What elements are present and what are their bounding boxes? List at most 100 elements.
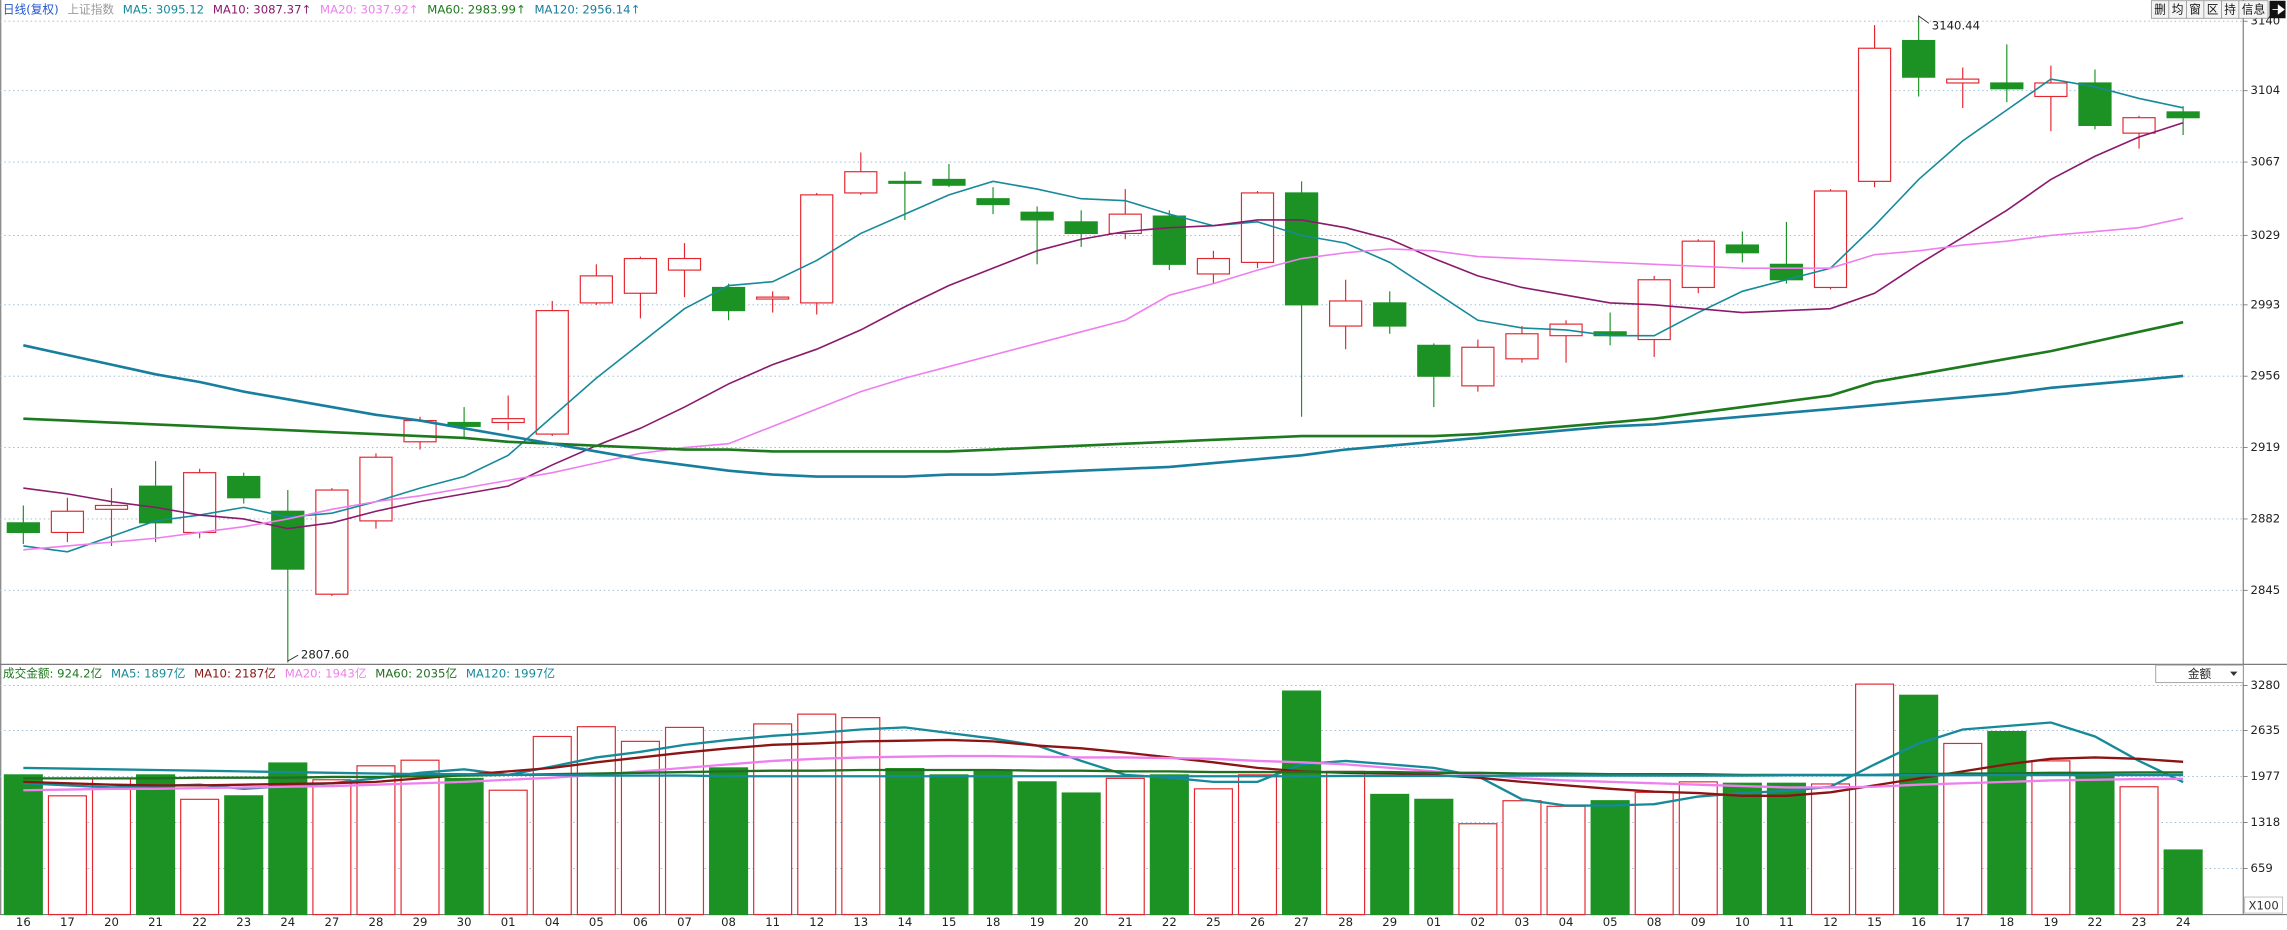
header-item: MA120: 1997亿: [466, 666, 555, 680]
x-tick-label: 04: [545, 915, 560, 929]
selector-box[interactable]: [2155, 664, 2244, 684]
x-tick-label: 16: [16, 915, 31, 929]
header-item: 日线(复权): [3, 3, 59, 17]
x-tick-label: 28: [1338, 915, 1353, 929]
volume-bar: [841, 717, 881, 916]
header-item: MA5: 1897亿: [111, 666, 185, 680]
unit-box: X100: [2244, 896, 2283, 914]
volume-bar: [709, 767, 749, 916]
x-tick-label: 19: [1030, 915, 1045, 929]
x-tick-label: 07: [677, 915, 692, 929]
high-annotation: 3140.44: [1932, 19, 1980, 33]
selector-label[interactable]: 金额: [2188, 667, 2212, 681]
volume-bar: [1149, 774, 1189, 916]
ma-line: [23, 320, 2184, 453]
x-tick-label: 05: [1603, 915, 1618, 929]
x-tick-label: 08: [721, 915, 736, 929]
volume-bar: [1237, 774, 1278, 916]
toolbar-button-label[interactable]: 删: [2154, 3, 2166, 17]
unit-label: X100: [2249, 898, 2279, 912]
x-tick-label: 29: [413, 915, 428, 929]
x-tick-label: 22: [192, 915, 207, 929]
candle-body: [1196, 257, 1231, 275]
candle-body: [1108, 213, 1142, 235]
header-item: 上证指数: [67, 3, 114, 17]
candle-body: [1373, 302, 1407, 327]
y-tick-label: 1318: [2251, 815, 2281, 829]
volume-bar: [797, 713, 837, 916]
x-tick-label: 21: [1118, 915, 1133, 929]
candle-body: [579, 275, 613, 304]
x-tick-label: 25: [1206, 915, 1221, 929]
candle-body: [1990, 82, 2024, 90]
candle-body: [1461, 346, 1495, 387]
y-tick-label: 1977: [2251, 769, 2281, 783]
candle-body: [1946, 78, 1980, 84]
volume-bar: [444, 777, 484, 916]
ma-line: [23, 738, 2184, 797]
x-tick-label: 17: [1955, 915, 1970, 929]
toolbar-button-label[interactable]: 信息: [2242, 3, 2266, 17]
x-tick-label: 09: [1691, 915, 1706, 929]
x-tick-label: 03: [1515, 915, 1530, 929]
candle-body: [227, 475, 261, 499]
header-item: MA10: 3087.37↑: [213, 3, 311, 17]
x-tick-label: 30: [457, 915, 472, 929]
x-tick-label: 13: [853, 915, 868, 929]
candle-body: [1505, 333, 1539, 360]
toolbar-button-label[interactable]: 区: [2207, 3, 2219, 17]
x-tick-label: 10: [1735, 915, 1750, 929]
volume-bar: [2119, 786, 2159, 916]
toolbar-arrow-icon: [2272, 4, 2285, 15]
candle-body: [183, 472, 217, 534]
x-tick-label: 12: [809, 915, 824, 929]
header-item: MA120: 2956.14↑: [534, 3, 640, 17]
x-tick-label: 27: [324, 915, 339, 929]
x-tick-label: 19: [2043, 915, 2058, 929]
volume-bar: [620, 740, 660, 916]
toolbar-button-label[interactable]: 窗: [2189, 3, 2201, 17]
candle-body: [2122, 117, 2156, 134]
x-tick-label: 28: [369, 915, 384, 929]
x-tick-label: 15: [1867, 915, 1882, 929]
low-annotation: 2807.60: [301, 648, 349, 662]
candle-body: [888, 180, 922, 184]
toolbar-button-label[interactable]: 均: [2172, 3, 2184, 17]
ma-line: [23, 122, 2184, 530]
volume-bar: [3, 774, 43, 916]
volume-bar: [1810, 783, 1851, 916]
toolbar-button[interactable]: [2238, 0, 2269, 19]
volume-bar: [885, 768, 925, 916]
volume-bar: [356, 765, 396, 916]
header-item: MA20: 1943亿: [285, 666, 367, 680]
volume-bar: [1414, 798, 1454, 916]
ma-line: [23, 344, 2184, 478]
x-tick-label: 01: [501, 915, 516, 929]
volume-bar: [1722, 782, 1762, 916]
x-tick-label: 20: [1074, 915, 1089, 929]
x-tick-label: 21: [148, 915, 163, 929]
candle-body: [1725, 244, 1759, 254]
x-tick-label: 14: [897, 915, 912, 929]
toolbar-button-label[interactable]: 持: [2224, 3, 2236, 17]
y-tick-label: 3067: [2251, 155, 2281, 169]
y-tick-label: 2635: [2251, 723, 2281, 737]
volume-bar: [753, 723, 793, 916]
x-tick-label: 11: [765, 915, 780, 929]
candle-body: [623, 257, 658, 294]
volume-selector[interactable]: 金额: [2155, 664, 2244, 684]
x-tick-label: 27: [1294, 915, 1309, 929]
x-tick-label: 08: [1647, 915, 1662, 929]
x-tick-label: 02: [1470, 915, 1485, 929]
volume-bar: [1193, 788, 1233, 916]
volume-bar: [1017, 781, 1057, 916]
volume-bar: [1370, 793, 1410, 916]
y-tick-label: 2956: [2251, 369, 2281, 383]
volume-bar: [1282, 690, 1322, 916]
volume-bar: [1766, 782, 1806, 916]
candle-body: [535, 310, 569, 435]
volume-bar: [180, 798, 220, 916]
header-item: 成交金额: 924.2亿: [3, 666, 102, 680]
volume-bar: [929, 774, 969, 916]
